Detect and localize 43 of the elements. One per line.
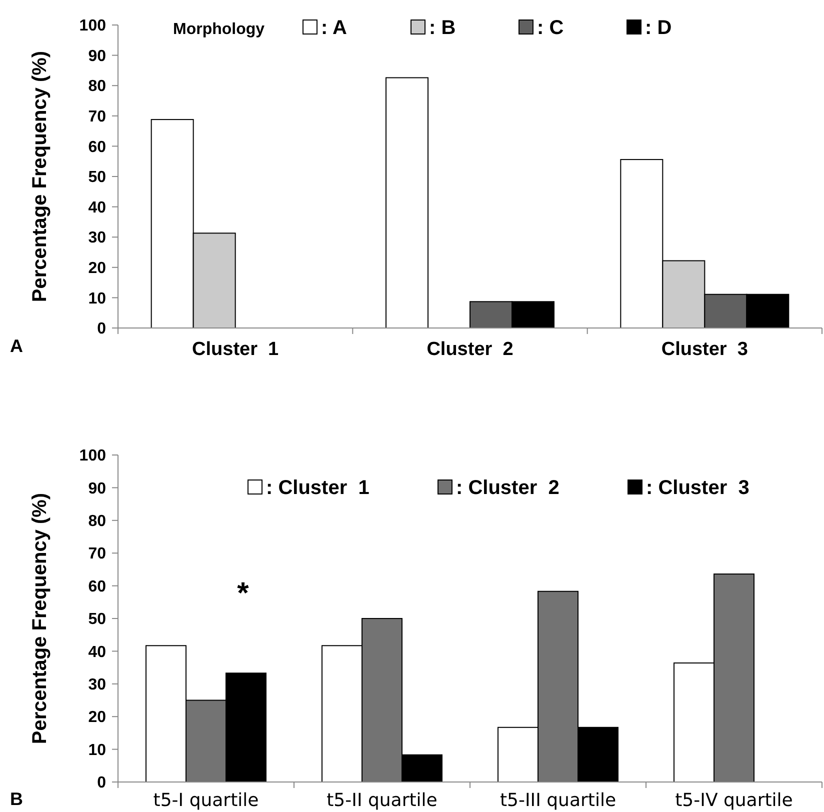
y-tick-label: 80 xyxy=(88,78,106,96)
y-tick-label: 0 xyxy=(97,320,106,338)
x-tick-label: t5-III quartile xyxy=(500,790,616,811)
x-tick-label: t5-I quartile xyxy=(153,790,259,811)
legend-title: Morphology xyxy=(173,21,265,38)
legend-label: : Cluster 1 xyxy=(266,477,370,499)
y-tick-label: 60 xyxy=(88,578,106,596)
x-tick-label: Cluster 2 xyxy=(426,339,514,360)
x-tick-label: t5-IV quartile xyxy=(675,790,793,811)
x-tick-label: Cluster 3 xyxy=(661,339,748,360)
y-tick-label: 10 xyxy=(88,742,106,759)
y-tick-label: 100 xyxy=(79,18,106,35)
y-tick-label: 90 xyxy=(88,48,106,65)
annotation: * xyxy=(237,577,250,610)
legend-label: : D xyxy=(645,17,672,39)
y-axis-title: Percentage Frequency (%) xyxy=(29,492,51,744)
y-tick-label: 50 xyxy=(88,611,106,628)
text: B xyxy=(10,789,23,809)
y-tick-label: 40 xyxy=(88,644,106,661)
y-tick-label: 50 xyxy=(88,169,106,186)
y-tick-label: 0 xyxy=(97,774,106,792)
y-tick-label: 70 xyxy=(88,546,106,563)
y-tick-label: 20 xyxy=(88,709,106,726)
bar xyxy=(386,77,428,328)
legend-label: : Cluster 3 xyxy=(646,477,750,499)
y-tick-label: 60 xyxy=(88,138,106,156)
legend-label: : Cluster 2 xyxy=(456,477,560,499)
y-tick-label: 30 xyxy=(88,230,106,247)
y-tick-label: 100 xyxy=(79,448,106,465)
text: A xyxy=(10,336,23,356)
y-axis-title: Percentage Frequency (%) xyxy=(29,50,51,302)
y-tick-label: 40 xyxy=(88,199,106,216)
legend-label: : B xyxy=(429,17,456,39)
y-tick-label: 30 xyxy=(88,676,106,694)
x-tick-label: Cluster 1 xyxy=(192,339,280,360)
y-tick-label: 10 xyxy=(88,290,106,308)
legend-label: : A xyxy=(321,17,347,39)
y-tick-label: 80 xyxy=(88,513,106,530)
y-tick-label: 70 xyxy=(88,108,106,126)
y-tick-label: 90 xyxy=(88,480,106,498)
x-tick-label: t5-II quartile xyxy=(326,790,438,811)
legend-label: : C xyxy=(537,17,564,39)
y-tick-label: 20 xyxy=(88,260,106,277)
